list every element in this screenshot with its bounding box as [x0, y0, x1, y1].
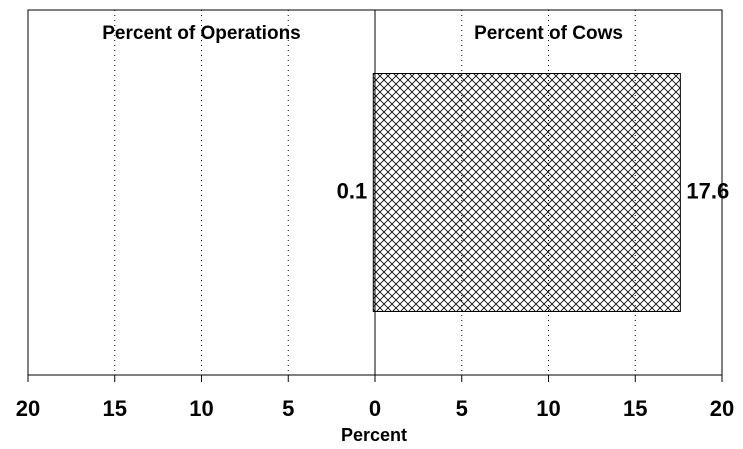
- bar: [374, 73, 681, 312]
- value-label: 0.1: [337, 178, 368, 203]
- x-tick-label: 5: [282, 396, 294, 421]
- x-axis-label: Percent: [341, 425, 407, 445]
- x-tick-label: 20: [710, 396, 734, 421]
- x-tick-label: 15: [623, 396, 647, 421]
- panel-title: Percent of Cows: [474, 23, 623, 44]
- x-tick-label: 10: [536, 396, 560, 421]
- panel-title: Percent of Operations: [102, 23, 301, 44]
- x-tick-label: 5: [456, 396, 468, 421]
- value-label: 17.6: [686, 178, 729, 203]
- x-tick-label: 0: [369, 396, 381, 421]
- x-tick-label: 10: [189, 396, 213, 421]
- x-tick-label: 20: [16, 396, 40, 421]
- x-tick-label: 15: [103, 396, 127, 421]
